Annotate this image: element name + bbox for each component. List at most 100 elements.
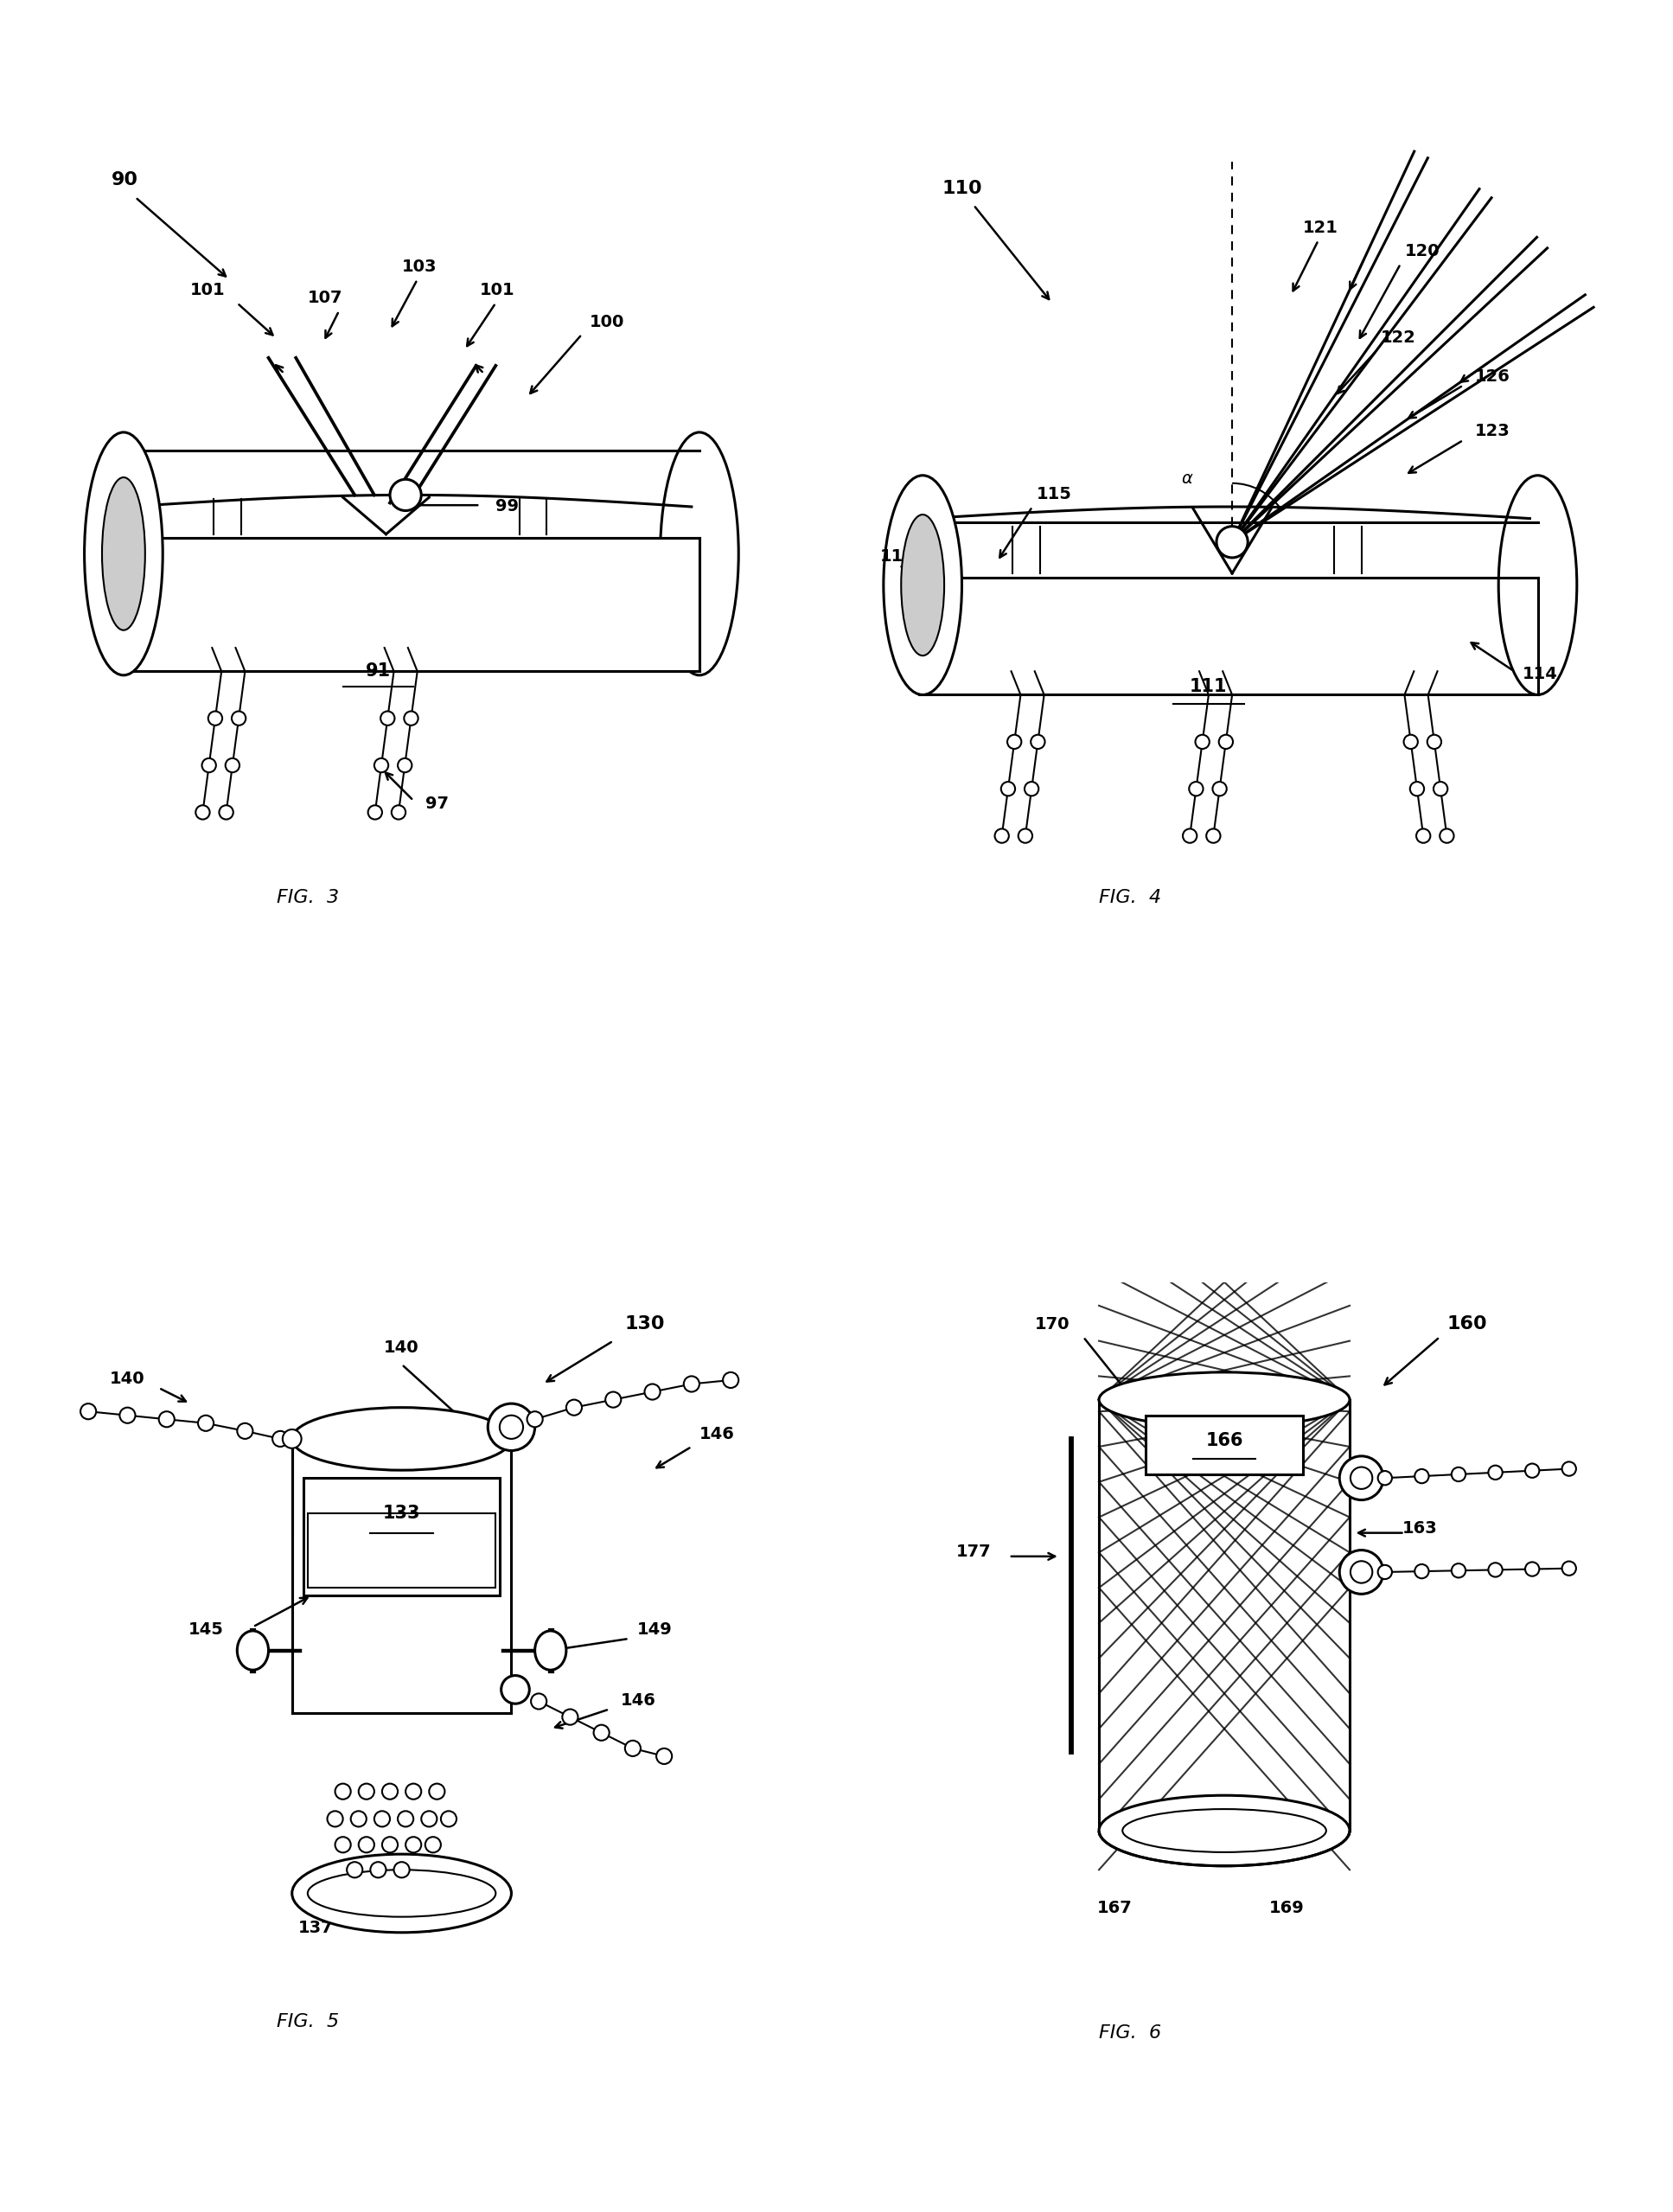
Circle shape — [1206, 830, 1220, 843]
Text: 167: 167 — [1097, 1900, 1133, 1916]
Ellipse shape — [661, 431, 738, 675]
Circle shape — [197, 1416, 214, 1431]
Text: 107: 107 — [308, 290, 343, 307]
Text: 135: 135 — [400, 1920, 435, 1936]
Circle shape — [226, 759, 239, 772]
Text: FIG.  6: FIG. 6 — [1099, 2024, 1161, 2042]
Circle shape — [1563, 1562, 1576, 1575]
Circle shape — [219, 805, 233, 818]
Ellipse shape — [293, 1854, 512, 1933]
Text: 123: 123 — [1476, 422, 1511, 440]
Circle shape — [1183, 830, 1196, 843]
Circle shape — [1007, 734, 1022, 750]
Circle shape — [562, 1710, 577, 1725]
Ellipse shape — [535, 1630, 565, 1670]
Circle shape — [238, 1422, 253, 1438]
Ellipse shape — [1499, 476, 1578, 695]
Circle shape — [422, 1812, 437, 1827]
Circle shape — [527, 1411, 542, 1427]
Circle shape — [500, 1416, 524, 1438]
Circle shape — [358, 1783, 375, 1798]
Circle shape — [328, 1812, 343, 1827]
Text: 140: 140 — [385, 1340, 420, 1356]
Text: 140: 140 — [110, 1371, 146, 1387]
Text: 115: 115 — [1036, 487, 1072, 502]
Circle shape — [1427, 734, 1442, 750]
Text: 146: 146 — [699, 1427, 734, 1442]
Text: 91: 91 — [366, 664, 391, 679]
Text: 97: 97 — [425, 796, 448, 812]
Circle shape — [1404, 734, 1417, 750]
Circle shape — [428, 1783, 445, 1798]
Text: 177: 177 — [955, 1544, 990, 1559]
Circle shape — [202, 759, 216, 772]
Circle shape — [442, 1812, 457, 1827]
Text: 145: 145 — [187, 1621, 224, 1639]
Circle shape — [335, 1783, 351, 1798]
Circle shape — [1489, 1564, 1502, 1577]
Text: 103: 103 — [402, 259, 437, 274]
Bar — [304, 1478, 500, 1595]
Circle shape — [1213, 781, 1226, 796]
Circle shape — [335, 1836, 351, 1854]
Circle shape — [1417, 830, 1430, 843]
Text: FIG.  4: FIG. 4 — [1099, 889, 1161, 907]
Circle shape — [1024, 781, 1039, 796]
Text: 90: 90 — [112, 173, 139, 188]
Ellipse shape — [1099, 1796, 1350, 1867]
Ellipse shape — [883, 476, 962, 695]
Text: 130: 130 — [624, 1316, 664, 1332]
Circle shape — [368, 805, 381, 818]
Circle shape — [594, 1725, 609, 1741]
Circle shape — [1379, 1566, 1392, 1579]
Circle shape — [1410, 781, 1424, 796]
Circle shape — [1340, 1551, 1384, 1595]
Circle shape — [1452, 1467, 1466, 1482]
Text: 166: 166 — [1206, 1431, 1243, 1449]
Circle shape — [398, 1812, 413, 1827]
Circle shape — [390, 480, 422, 511]
Circle shape — [1220, 734, 1233, 750]
Ellipse shape — [293, 1407, 512, 1471]
Text: 122: 122 — [1380, 330, 1417, 345]
Circle shape — [530, 1694, 547, 1710]
Circle shape — [207, 712, 223, 726]
Circle shape — [391, 805, 405, 818]
Circle shape — [1563, 1462, 1576, 1475]
Circle shape — [1000, 781, 1016, 796]
Circle shape — [346, 1863, 363, 1878]
Circle shape — [1489, 1464, 1502, 1480]
Circle shape — [1350, 1467, 1372, 1489]
Circle shape — [393, 1863, 410, 1878]
Circle shape — [1216, 526, 1248, 557]
Circle shape — [656, 1747, 673, 1763]
Circle shape — [398, 759, 412, 772]
Text: 149: 149 — [637, 1621, 673, 1639]
Circle shape — [381, 1836, 398, 1854]
Circle shape — [231, 712, 246, 726]
Circle shape — [405, 1783, 422, 1798]
Text: 126: 126 — [1476, 369, 1511, 385]
Text: 113: 113 — [880, 549, 915, 564]
Text: 110: 110 — [942, 179, 982, 197]
Circle shape — [405, 712, 418, 726]
Circle shape — [159, 1411, 174, 1427]
Text: 99: 99 — [495, 498, 519, 513]
Text: FIG.  5: FIG. 5 — [276, 2013, 340, 2031]
Text: 170: 170 — [1034, 1316, 1069, 1332]
Circle shape — [1340, 1455, 1384, 1500]
Text: 101: 101 — [191, 283, 226, 299]
Bar — [120, 538, 699, 670]
Text: 100: 100 — [589, 314, 624, 330]
Circle shape — [502, 1674, 529, 1703]
Text: 121: 121 — [1303, 219, 1338, 237]
Text: α: α — [1181, 471, 1193, 487]
Circle shape — [425, 1836, 442, 1854]
Circle shape — [120, 1407, 136, 1422]
Circle shape — [1415, 1469, 1429, 1484]
Circle shape — [606, 1391, 621, 1407]
Circle shape — [1195, 734, 1210, 750]
Circle shape — [626, 1741, 641, 1756]
Ellipse shape — [238, 1630, 268, 1670]
Text: 133: 133 — [383, 1504, 420, 1522]
